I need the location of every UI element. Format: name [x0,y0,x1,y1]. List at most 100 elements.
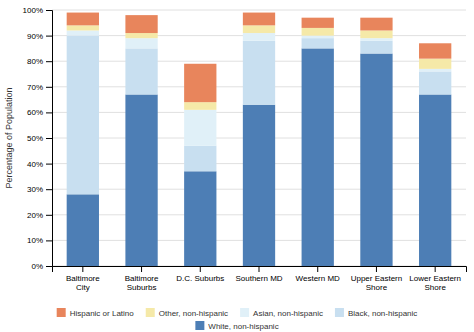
y-tick: 80% [27,57,52,66]
bar [243,33,275,41]
chart-container: Hispanic or Latino Other, non-hispanic Asi… [0,0,474,332]
x-tick-label: BaltimoreCity [66,274,100,293]
bar [360,30,392,38]
bar-series [67,36,452,195]
y-tick-label: 40% [27,160,43,169]
x-axis-line [53,267,467,273]
legend-label: Black, non-hispanic [348,309,417,318]
y-tick-mark [46,240,52,241]
x-tick: Southern MD [235,266,282,283]
x-tick-label-line: Southern MD [235,274,282,283]
bar [184,64,216,102]
x-tick-mark [376,266,377,272]
bar [243,25,275,33]
legend-label: Other, non-hispanic [159,309,228,318]
y-tick: 10% [27,236,52,245]
legend-item: Hispanic or Latino [57,308,135,318]
y-tick-label: 70% [27,83,43,92]
y-tick-label: 60% [27,108,43,117]
bar-series [67,25,452,109]
x-tick-label: Southern MD [235,274,282,283]
legend-item: Other, non-hispanic [146,308,228,318]
legend-swatch [146,308,155,317]
x-tick-label-line: Shore [366,283,388,292]
bar [184,102,216,110]
y-tick-label: 20% [27,211,43,220]
y-tick-mark [46,36,52,37]
bars [67,13,452,266]
y-tick-mark [46,189,52,190]
legend-swatch [240,308,249,317]
x-tick-mark [200,266,201,272]
y-tick-label: 30% [27,185,43,194]
legend-swatch [57,308,66,317]
legend-swatch [195,321,204,330]
y-tick-label: 10% [27,236,43,245]
x-tick-label-line: Lower Eastern [409,274,461,283]
bar [184,110,216,146]
legend-label: White, non-hispanic [208,322,278,331]
x-tick-label-line: Baltimore [125,274,159,283]
legend-swatch [335,308,344,317]
legend: Hispanic or Latino Other, non-hispanic Asi… [57,308,418,331]
x-tick-label: D.C. Suburbs [176,274,224,283]
y-axis-line [46,11,53,267]
bar [302,36,334,39]
y-tick-label: 0% [31,262,43,271]
bar [302,18,334,28]
legend-item: Asian, non-hispanic [240,308,323,318]
y-tick: 100% [23,6,52,15]
x-tick-label: Lower EasternShore [409,274,461,293]
bar-series [67,13,452,103]
x-tick: Lower EasternShore [409,266,461,292]
bar [184,171,216,266]
y-tick-label: 90% [27,32,43,41]
bar [67,13,99,26]
y-tick-label: 50% [27,134,43,143]
y-tick: 70% [27,83,52,92]
x-tick: BaltimoreSuburbs [125,266,159,292]
x-tick-mark [82,266,83,272]
y-tick-mark [46,215,52,216]
x-tick-mark [141,266,142,272]
y-tick-mark [46,10,52,11]
x-tick: D.C. Suburbs [176,266,224,283]
x-tick-mark [317,266,318,272]
y-tick-mark [46,164,52,165]
bar-series [67,30,452,145]
x-tick-label-line: Baltimore [66,274,100,283]
bar [419,94,451,266]
bar [419,71,451,94]
x-tick-mark [259,266,260,272]
legend-label: Hispanic or Latino [70,309,135,318]
x-axis: BaltimoreCityBaltimoreSuburbsD.C. Suburb… [53,266,467,292]
x-tick-label-line: Suburbs [127,283,157,292]
bar [360,38,392,41]
chart-svg: Hispanic or Latino Other, non-hispanic Asi… [0,0,474,332]
bar [243,41,275,105]
plot: 0% 10% 20% 30% 40% 50% 60% 70% 80% 90% 100% Baltimo… [23,6,467,292]
bar [302,28,334,36]
bar [302,48,334,266]
x-tick-label-line: City [76,283,90,292]
x-tick-label-line: Shore [424,283,446,292]
y-tick-label: 80% [27,57,43,66]
bar [125,38,157,48]
bar [125,94,157,266]
bar [419,43,451,58]
y-tick: 0% [31,262,52,271]
y-axis: 0% 10% 20% 30% 40% 50% 60% 70% 80% 90% 100% [23,6,53,271]
x-tick-label-line: Western MD [296,274,341,283]
grid [52,10,466,266]
y-tick: 50% [27,134,52,143]
y-tick-mark [46,138,52,139]
bar [125,48,157,94]
legend-item: White, non-hispanic [195,321,278,331]
bar [67,25,99,30]
x-tick: BaltimoreCity [66,266,100,292]
x-tick-label-line: Upper Eastern [351,274,403,283]
x-tick-label: Upper EasternShore [351,274,403,293]
y-tick-mark [46,87,52,88]
bar [360,18,392,31]
legend-label: Asian, non-hispanic [253,309,323,318]
